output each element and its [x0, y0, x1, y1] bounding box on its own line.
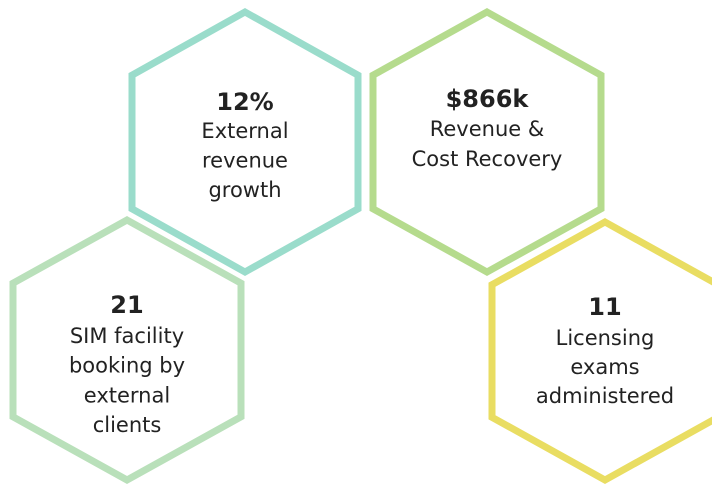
stat-value: 21	[110, 291, 143, 319]
stat-label: revenue	[202, 149, 288, 173]
stat-label: Licensing	[556, 326, 655, 350]
stat-label: clients	[93, 413, 162, 437]
stat-label: administered	[536, 384, 674, 408]
stat-label: exams	[570, 355, 639, 379]
hexagon	[9, 215, 245, 485]
hexagon	[488, 217, 712, 485]
hexagon	[369, 7, 605, 277]
stat-label: booking by	[69, 354, 185, 378]
stat-value: 11	[588, 293, 621, 321]
stat-label: SIM facility	[70, 324, 184, 348]
stat-label: Cost Recovery	[412, 147, 563, 171]
hexagon	[128, 7, 362, 277]
stat-label: growth	[208, 178, 281, 202]
stat-value: 12%	[216, 88, 273, 116]
stat-value: $866k	[446, 85, 530, 113]
stat-label: Revenue &	[430, 117, 545, 141]
stat-label: external	[84, 383, 170, 407]
stat-label: External	[201, 119, 288, 143]
